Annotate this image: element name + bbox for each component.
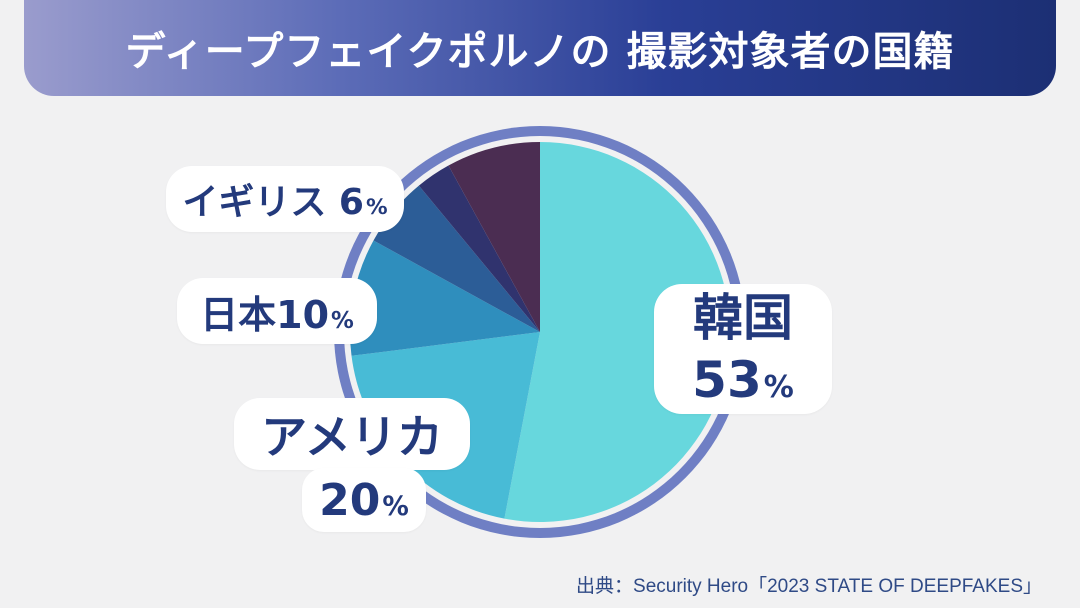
label-usa-pct: 20 <box>319 474 381 526</box>
label-korea-pct: 53 <box>692 351 762 409</box>
label-usa-pct-box: 20% <box>302 468 426 532</box>
label-japan-name: 日本 <box>200 292 277 337</box>
pie-slice-6 <box>448 142 540 332</box>
pie-slice-4 <box>373 185 540 332</box>
label-japan-unit: % <box>331 307 354 334</box>
title-banner: ディープフェイクポルノの 撮影対象者の国籍 <box>24 0 1056 96</box>
label-usa-unit: % <box>382 490 409 522</box>
label-japan: 日本10% <box>177 278 377 344</box>
label-korea-unit: % <box>763 370 794 405</box>
pie-slice-5 <box>418 165 540 332</box>
pie-slice-1 <box>504 142 731 522</box>
label-uk-pct: 6 <box>338 182 364 223</box>
label-korea-name: 韓国 <box>693 288 793 347</box>
label-uk: イギリス 6% <box>166 166 404 232</box>
label-usa-name: アメリカ <box>261 410 443 464</box>
pie-slice-3 <box>350 240 540 356</box>
label-japan-pct: 10 <box>276 292 330 337</box>
source-citation: 出典：Security Hero「2023 STATE OF DEEPFAKES… <box>576 576 1042 597</box>
label-uk-unit: % <box>365 195 388 220</box>
label-uk-name: イギリス <box>182 182 327 223</box>
chart-title: ディープフェイクポルノの 撮影対象者の国籍 <box>125 29 955 75</box>
label-usa-name-box: アメリカ <box>234 398 470 470</box>
label-korea: 韓国 53% <box>654 284 832 414</box>
